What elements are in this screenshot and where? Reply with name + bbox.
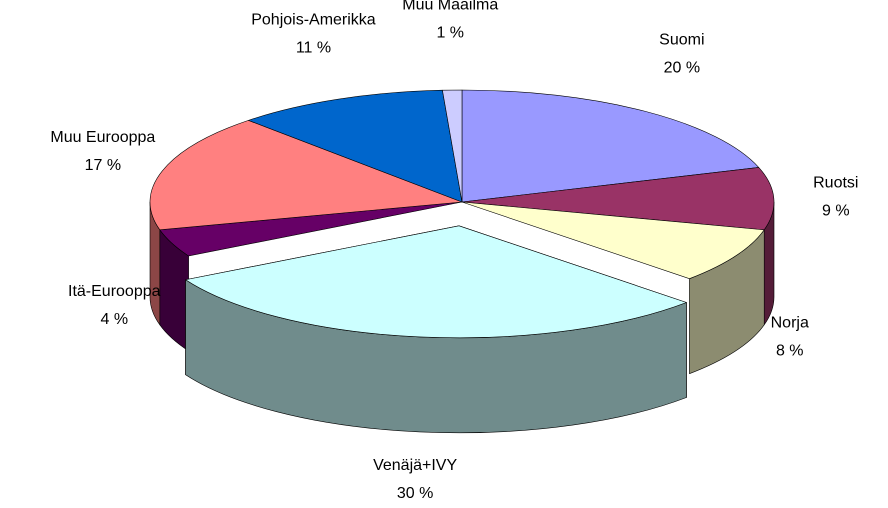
category-label: Venäjä+IVY — [373, 457, 457, 474]
slice — [461, 201, 765, 279]
slice-label: Muu Maailma 1 % — [402, 0, 498, 41]
slice-label: Pohjois-Amerikka 11 % — [251, 11, 376, 56]
slice-label: Norja 8 % — [771, 315, 809, 360]
slice — [461, 167, 775, 231]
value-label: 8 % — [776, 343, 804, 360]
category-label: Norja — [771, 315, 809, 332]
category-label: Ruotsi — [813, 174, 858, 191]
category-label: Itä-Eurooppa — [68, 283, 161, 300]
slice-label: Venäjä+IVY 30 % — [373, 457, 457, 502]
slice — [442, 89, 463, 203]
slice — [149, 120, 463, 231]
value-label: 11 % — [296, 39, 331, 56]
slice-label: Suomi 20 % — [659, 31, 704, 76]
value-label: 17 % — [85, 157, 121, 174]
value-label: 1 % — [436, 24, 464, 41]
value-label: 9 % — [822, 202, 850, 219]
slice-label: Ruotsi 9 % — [813, 174, 858, 219]
category-label: Muu Eurooppa — [50, 129, 155, 146]
slice — [461, 89, 760, 203]
slice — [185, 225, 687, 339]
value-label: 20 % — [664, 59, 700, 76]
slice-label: Muu Eurooppa 17 % — [50, 129, 155, 174]
slice-label: Itä-Eurooppa 4 % — [68, 283, 161, 328]
value-label: 4 % — [100, 311, 128, 328]
slice — [248, 89, 463, 203]
category-label: Pohjois-Amerikka — [251, 11, 376, 28]
value-label: 30 % — [397, 485, 433, 502]
category-label: Muu Maailma — [402, 0, 498, 13]
category-label: Suomi — [659, 31, 704, 48]
